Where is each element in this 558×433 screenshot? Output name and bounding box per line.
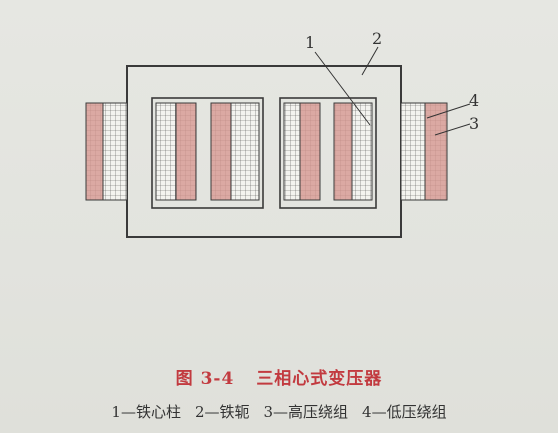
callout-core-limb: 1 [305,33,315,52]
left-limb-winding [85,102,128,201]
legend-item-core-limb: 1—铁心柱 [111,403,181,421]
legend-item-lv-winding: 4—低压绕组 [362,403,447,421]
callout-lv-winding: 4 [469,91,479,110]
figure-caption: 图 3-4 三相心式变压器 [0,364,558,389]
callout-yoke: 2 [372,29,382,48]
callout-hv-winding: 3 [469,114,479,133]
right-limb-winding [400,102,448,201]
right-window-windings [283,102,373,201]
figure-number: 图 3-4 [175,369,235,389]
figure-title: 三相心式变压器 [256,369,383,389]
left-window-windings [155,102,260,201]
figure-legend: 1—铁心柱 2—铁轭 3—高压绕组 4—低压绕组 [0,401,558,422]
legend-item-hv-winding: 3—高压绕组 [263,403,349,421]
transformer-diagram: 1 2 4 3 [85,29,479,238]
leader-lines [314,46,471,136]
legend-item-yoke: 2—铁轭 [194,403,250,421]
